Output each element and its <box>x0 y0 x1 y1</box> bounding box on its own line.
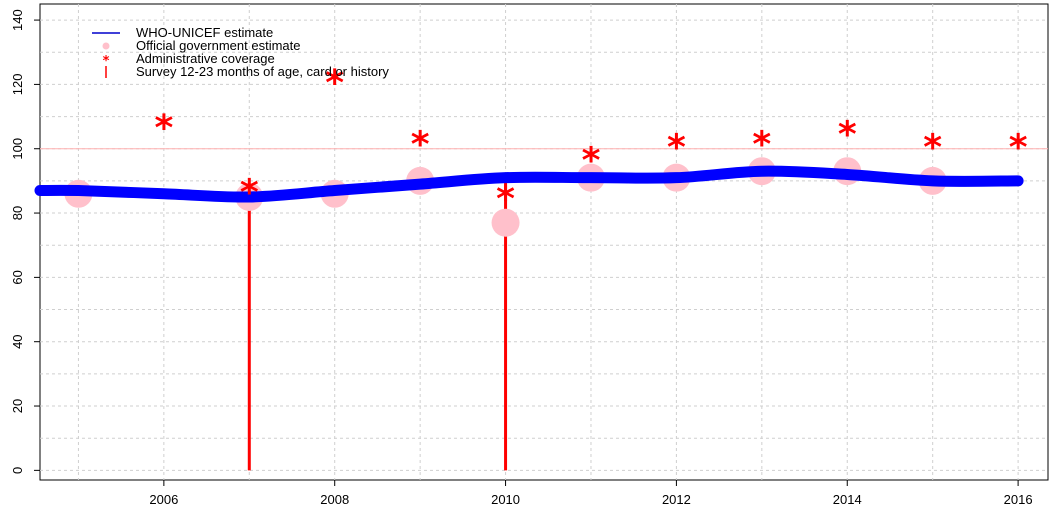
y-tick-label: 0 <box>10 467 25 474</box>
x-tick-label: 2006 <box>149 492 178 507</box>
government-estimate-point <box>491 208 520 237</box>
legend-dot-symbol <box>102 42 110 50</box>
administrative-coverage-point: * <box>1009 128 1028 169</box>
y-tick-label: 120 <box>10 74 25 96</box>
administrative-coverage-point: * <box>154 108 173 149</box>
y-axis: 0 20 40 60 80 100 120 140 <box>10 9 40 474</box>
legend-label: Administrative coverage <box>136 51 275 66</box>
administrative-coverage-point: * <box>496 179 515 220</box>
legend-label: Survey 12-23 months of age, card or hist… <box>136 64 389 79</box>
who-unicef-series <box>34 165 1024 203</box>
legend-star-symbol: * <box>103 54 110 69</box>
administrative-coverage-point: * <box>411 124 430 165</box>
x-tick-label: 2014 <box>833 492 862 507</box>
y-tick-label: 60 <box>10 270 25 284</box>
administrative-coverage-series: * * * * * * * * * * * <box>154 63 1027 220</box>
x-tick-label: 2010 <box>491 492 520 507</box>
administrative-coverage-point: * <box>240 173 259 214</box>
administrative-coverage-point: * <box>667 128 686 169</box>
plot-area <box>39 3 1049 481</box>
legend-label: WHO-UNICEF estimate <box>136 25 273 40</box>
x-tick-label: 2008 <box>320 492 349 507</box>
legend-label: Official government estimate <box>136 38 301 53</box>
who-unicef-line <box>34 165 1024 203</box>
x-axis: 2006 2008 2010 2012 2014 2016 <box>149 480 1033 507</box>
y-tick-label: 80 <box>10 206 25 220</box>
y-tick-label: 100 <box>10 138 25 160</box>
y-tick-label: 140 <box>10 9 25 31</box>
y-tick-label: 20 <box>10 399 25 413</box>
administrative-coverage-point: * <box>582 140 601 181</box>
x-tick-label: 2012 <box>662 492 691 507</box>
administrative-coverage-point: * <box>752 124 771 165</box>
administrative-coverage-point: * <box>838 115 857 156</box>
x-tick-label: 2016 <box>1004 492 1033 507</box>
y-tick-label: 40 <box>10 334 25 348</box>
administrative-coverage-point: * <box>923 128 942 169</box>
administrative-coverage-point: * <box>325 63 344 104</box>
